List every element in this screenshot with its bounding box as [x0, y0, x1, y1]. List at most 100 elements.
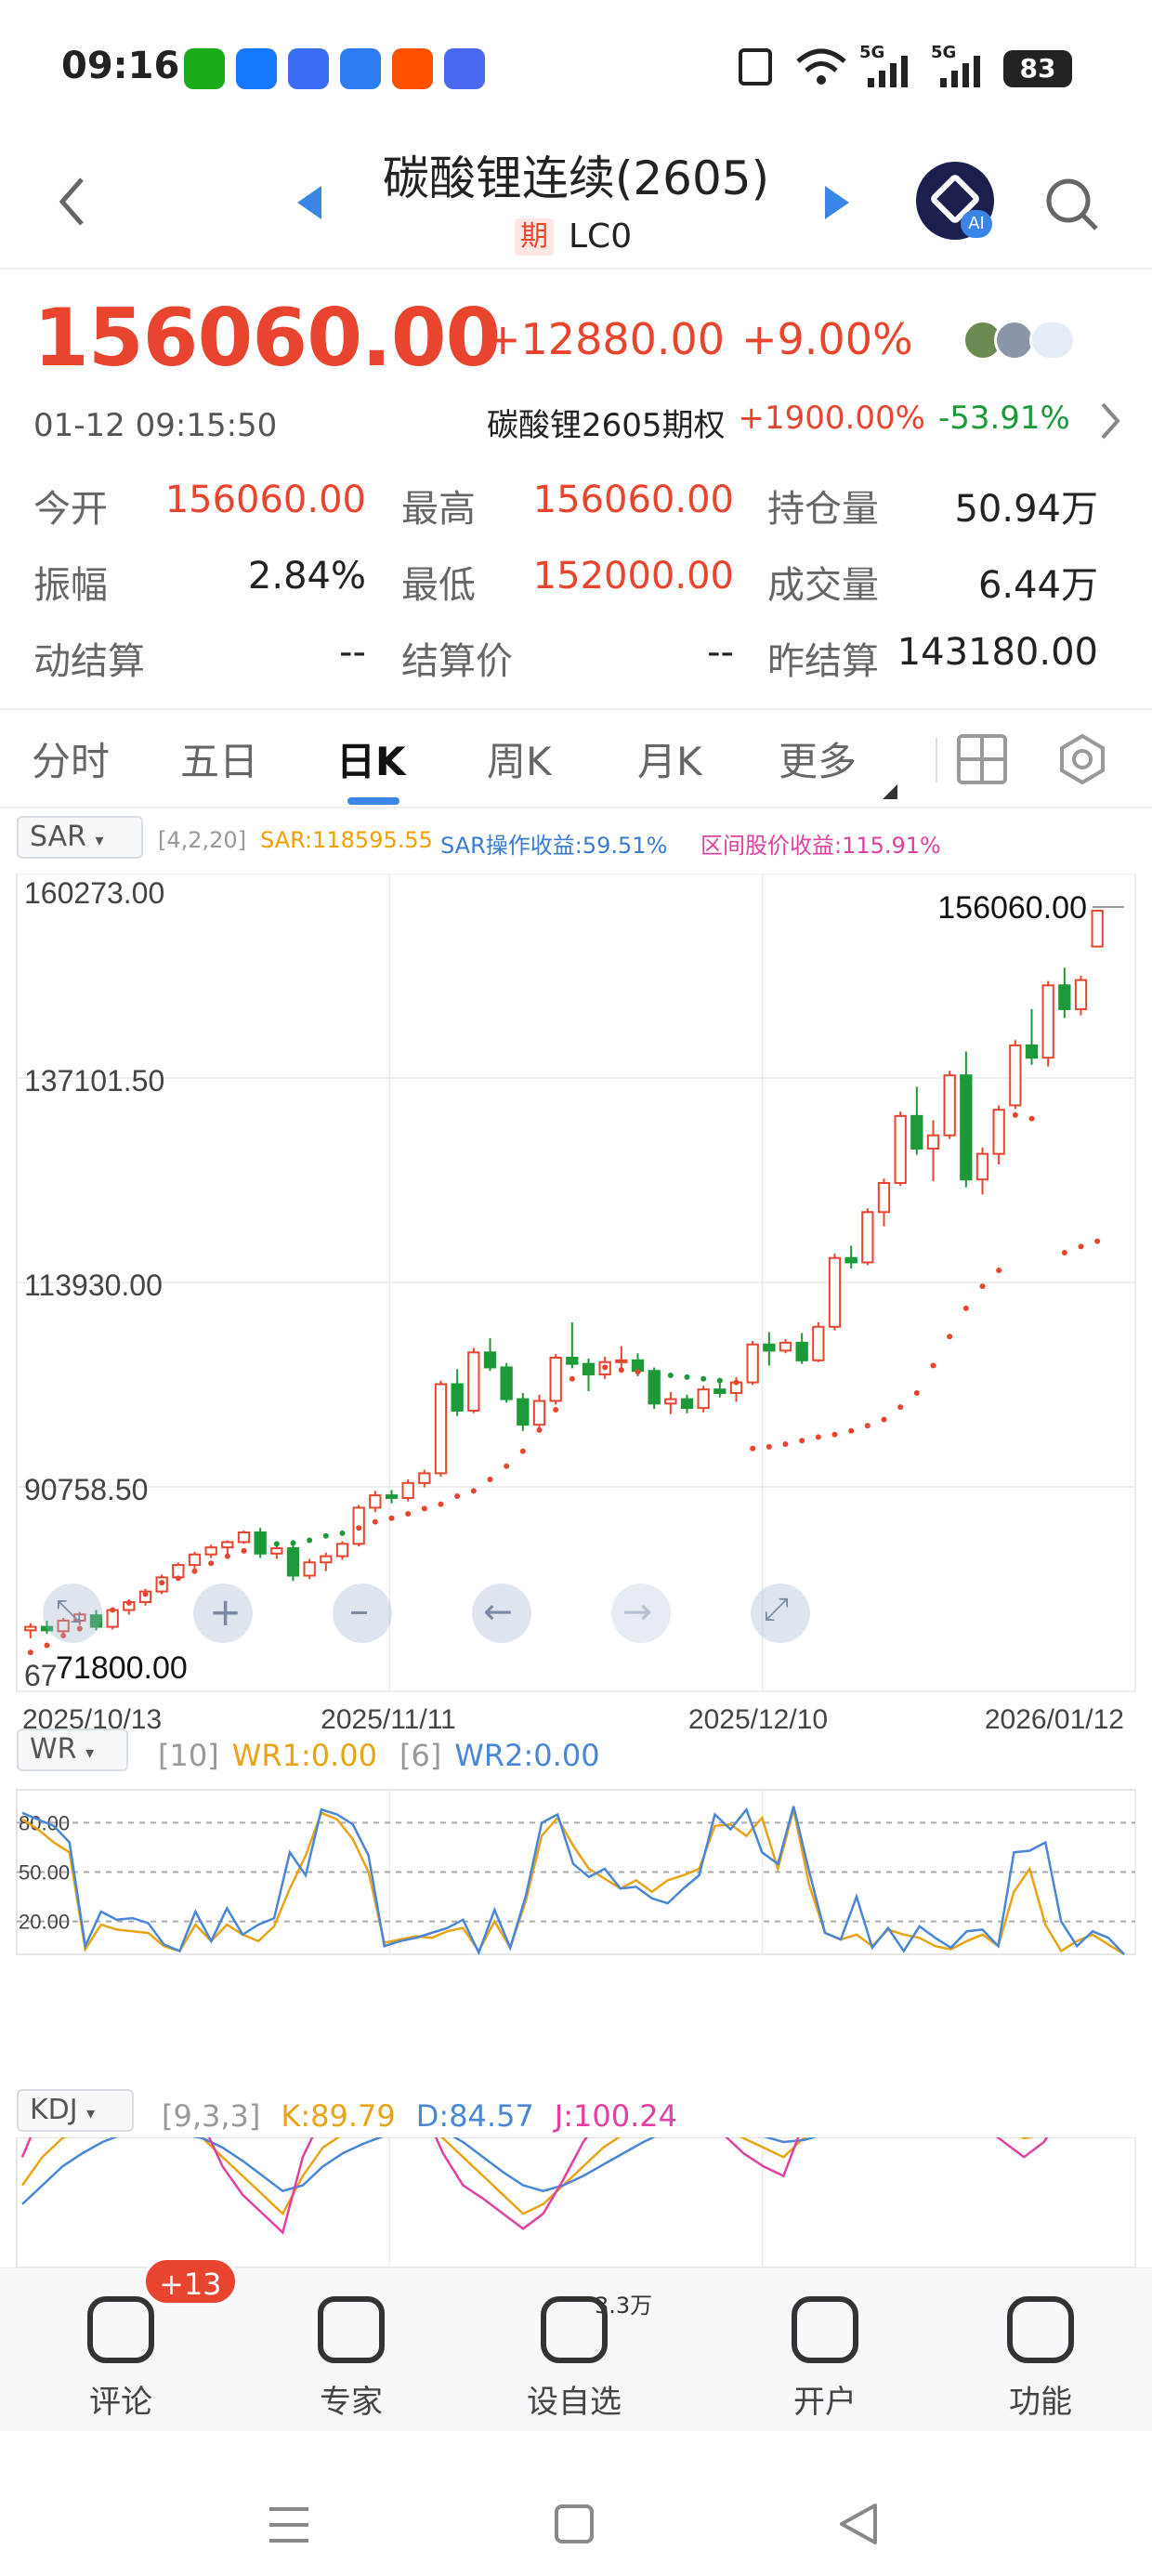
- bottom-item-label[interactable]: 设自选: [527, 2384, 622, 2421]
- kdj-j-value: J:100.24: [554, 2098, 677, 2134]
- candle: [303, 1561, 316, 1577]
- fullscreen-button[interactable]: ⤢: [751, 1584, 810, 1643]
- sar-point: [930, 1362, 936, 1369]
- wr-param1: [10]: [158, 1738, 219, 1773]
- taobao-icon: [392, 48, 433, 89]
- sar-point: [356, 1525, 362, 1531]
- series-line-wr1: [21, 1808, 1125, 1956]
- indicator-select-wr[interactable]: WR ▾: [17, 1728, 128, 1771]
- bottom-item-label[interactable]: 功能: [1009, 2384, 1072, 2421]
- bottom-item-label[interactable]: 开户: [793, 2384, 857, 2421]
- prev-contract-icon[interactable]: [295, 184, 323, 221]
- sar-point: [700, 1375, 707, 1382]
- indicator-select-kdj[interactable]: KDJ ▾: [17, 2089, 134, 2132]
- candle: [237, 1531, 251, 1544]
- last-price-label: 156060.00: [937, 890, 1087, 926]
- sar-point: [815, 1434, 821, 1440]
- x-tick-label: 2025/12/10: [688, 1704, 828, 1735]
- stat-value: 6.44万: [977, 564, 1098, 607]
- menu-icon[interactable]: [1007, 2296, 1074, 2363]
- wr-selector-label: WR: [30, 1733, 77, 1766]
- sar-point: [44, 1642, 50, 1649]
- signal-icon: [940, 56, 980, 87]
- recent-apps-icon[interactable]: [268, 2504, 310, 2546]
- sar-point: [569, 1375, 575, 1382]
- stat-value: --: [339, 631, 366, 674]
- candle: [1091, 910, 1104, 948]
- wr-param2: [6]: [399, 1738, 442, 1773]
- candle: [1058, 984, 1071, 1010]
- sar-point: [585, 1362, 592, 1369]
- settings-icon[interactable]: [1055, 732, 1109, 786]
- candle: [270, 1547, 283, 1555]
- sar-point: [897, 1404, 904, 1411]
- futures-badge: 期: [515, 218, 554, 256]
- tab-6[interactable]: 更多: [779, 739, 857, 784]
- zoom-out-button[interactable]: –: [333, 1584, 392, 1643]
- sar-point: [1078, 1243, 1084, 1250]
- search-icon[interactable]: [1044, 177, 1100, 232]
- ai-assistant-button[interactable]: AI: [916, 162, 994, 240]
- tab-1[interactable]: 分时: [32, 739, 111, 784]
- watchlist-icon[interactable]: [541, 2296, 608, 2363]
- tab-2[interactable]: 五日: [180, 739, 259, 784]
- arrow-right-icon: →: [622, 1591, 652, 1632]
- grid-layout-icon[interactable]: [955, 732, 1009, 786]
- stat-label: 最低: [401, 564, 476, 607]
- header: 碳酸锂连续(2605) 期 LC0 AI: [0, 130, 1152, 269]
- bottom-item-label[interactable]: 评论: [89, 2384, 152, 2421]
- wifi-icon: [796, 48, 846, 85]
- notification-icons: [184, 48, 485, 89]
- kline-chart[interactable]: 160273.00 137101.50 113930.00 90758.50 67 156…: [0, 874, 1152, 1886]
- candle: [943, 1074, 956, 1137]
- chevron-right-icon[interactable]: [1100, 401, 1120, 440]
- candle: [57, 1619, 70, 1633]
- series-line-d: [21, 2137, 818, 2205]
- scroll-right-button[interactable]: →: [611, 1584, 671, 1643]
- bottom-item-label[interactable]: 专家: [320, 2384, 383, 2421]
- kdj-chart[interactable]: 80.00: [0, 2137, 1152, 2267]
- candle: [500, 1366, 513, 1400]
- reset-zoom-button[interactable]: ⤡: [43, 1584, 102, 1643]
- sar-point: [290, 1540, 296, 1546]
- weibo-icon[interactable]: [1029, 320, 1076, 361]
- option-link[interactable]: 碳酸锂2605期权 +1900.00% -53.91%: [487, 400, 1070, 445]
- candle: [960, 1074, 973, 1181]
- sar-range-return: 区间股价收益:115.91%: [700, 833, 941, 859]
- scroll-left-button[interactable]: ←: [472, 1584, 531, 1643]
- tab-3[interactable]: 日K: [336, 739, 406, 784]
- series-line-wr2: [21, 1806, 1125, 1956]
- open-account-icon[interactable]: [792, 2296, 858, 2363]
- x-tick-label: 2026/01/12: [985, 1704, 1124, 1735]
- zoom-in-button[interactable]: +: [193, 1584, 253, 1643]
- page-title: 碳酸锂连续(2605): [382, 151, 770, 205]
- battery-icon: 83: [1003, 50, 1072, 87]
- kdj-params: [9,3,3]: [162, 2098, 261, 2134]
- sar-point: [962, 1305, 969, 1311]
- candle: [418, 1472, 431, 1484]
- sar-point: [307, 1537, 313, 1544]
- sar-point: [125, 1599, 132, 1606]
- candle: [221, 1541, 234, 1549]
- period-tabs: 分时 五日 日K 周K 月K 更多: [0, 708, 1152, 808]
- indicator-select-sar[interactable]: SAR ▾: [17, 816, 143, 859]
- stat-label: 持仓量: [767, 488, 879, 531]
- chart-area: SAR ▾ [4,2,20] SAR:118595.55 SAR操作收益:59.…: [0, 808, 1152, 1956]
- tab-5[interactable]: 月K: [637, 739, 702, 784]
- sar-point: [372, 1518, 378, 1525]
- sar-point: [405, 1511, 412, 1518]
- expert-icon[interactable]: [318, 2296, 385, 2363]
- home-icon[interactable]: [554, 2504, 595, 2544]
- sar-point: [1061, 1250, 1067, 1256]
- tab-4[interactable]: 周K: [487, 739, 552, 784]
- bottom-toolbar: 评论 +13 专家 设自选 3.3万 开户 功能: [0, 2257, 1152, 2431]
- qq-icon: [288, 48, 329, 89]
- back-icon[interactable]: [58, 177, 85, 227]
- sar-point: [454, 1493, 461, 1500]
- next-contract-icon[interactable]: [823, 184, 851, 221]
- stat-value: --: [707, 631, 734, 674]
- stat-value: 152000.00: [532, 555, 734, 598]
- back-nav-icon[interactable]: [836, 2502, 879, 2546]
- comment-icon[interactable]: [87, 2296, 154, 2363]
